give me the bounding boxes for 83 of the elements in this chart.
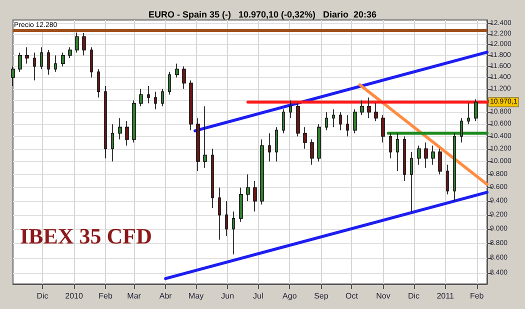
candlestick: [396, 132, 399, 172]
candlestick: [47, 50, 50, 76]
candlestick: [410, 152, 413, 212]
candlestick: [168, 72, 171, 95]
annotation: IBEX 35 CFD: [20, 224, 152, 248]
candlestick: [339, 112, 342, 131]
candlestick: [346, 114, 349, 137]
candlestick: [446, 164, 449, 195]
candlestick: [203, 106, 207, 168]
candlestick: [453, 132, 456, 202]
candlestick: [11, 66, 15, 86]
candlestick: [154, 91, 157, 110]
candlestick: [389, 132, 392, 159]
chart-title: EURO - Spain 35 (-) 10.970,10 (-0,32%) Diario 20:36: [148, 10, 377, 20]
candlestick: [275, 126, 278, 162]
x-tick-label: Sep: [314, 292, 329, 300]
candlestick: [139, 88, 143, 107]
candlestick: [161, 88, 164, 107]
candlestick: [182, 66, 186, 90]
candlestick: [431, 145, 435, 166]
candlestick: [268, 132, 271, 162]
candlestick: [325, 112, 328, 131]
candlestick: [460, 118, 463, 143]
x-tick-label: Jun: [221, 292, 234, 300]
x-tick-label: Dic: [36, 292, 48, 300]
candlestick: [353, 108, 357, 134]
candlestick: [260, 139, 264, 205]
x-tick-label: Oct: [345, 292, 359, 300]
candlestick: [296, 102, 300, 137]
x-tick-label: Nov: [376, 292, 390, 300]
candlestick: [40, 46, 43, 70]
candlestick: [132, 100, 136, 143]
candlestick: [125, 120, 129, 146]
x-tick-label: May: [188, 292, 204, 300]
candlestick: [474, 98, 478, 122]
candlestick: [111, 124, 114, 162]
candlestick: [82, 32, 86, 56]
candlestick: [75, 32, 79, 54]
candlestick: [118, 118, 122, 140]
candlestick: [68, 46, 72, 59]
candlestick: [18, 52, 22, 72]
x-tick-label: Feb: [98, 292, 113, 300]
candlestick: [381, 114, 385, 143]
candlestick: [218, 187, 221, 240]
candlestick: [211, 148, 214, 208]
candlestick: [25, 46, 29, 64]
candlestick: [97, 68, 100, 98]
candlestick: [196, 118, 200, 172]
x-tick-label: Abr: [159, 292, 172, 300]
candlestick: [253, 180, 257, 212]
x-tick-label: 2011: [436, 292, 454, 300]
candlestick: [246, 174, 250, 202]
x-tick-label: Ago: [282, 292, 298, 300]
candlestick: [332, 108, 335, 128]
candlestick: [289, 100, 292, 119]
candlestick: [282, 108, 285, 134]
x-tick-label: Feb: [470, 292, 484, 300]
candlestick: [317, 124, 321, 162]
candlestick: [147, 86, 150, 104]
candlestick: [360, 100, 364, 116]
candlestick: [54, 54, 57, 72]
x-tick-label: Mar: [127, 292, 142, 300]
candlestick: [33, 52, 36, 81]
candlestick: [374, 102, 378, 122]
candlestick: [310, 139, 314, 166]
candlestick: [90, 46, 93, 78]
candlestick: [303, 126, 307, 150]
candlestick: [61, 52, 65, 67]
x-tick-label: Dic: [408, 292, 420, 300]
candlestick: [104, 86, 107, 159]
candlestick: [403, 136, 406, 182]
candlestick: [175, 63, 179, 78]
candlestick: [189, 80, 193, 131]
candlestick: [367, 97, 371, 119]
candlestick: [232, 211, 235, 255]
candlestick: [225, 200, 228, 237]
x-tick-label: 2010: [65, 292, 84, 300]
candlestick: [424, 142, 428, 168]
candlestick: [438, 148, 442, 175]
x-tick-label: Jul: [253, 292, 264, 300]
candlestick: [417, 145, 421, 166]
candlestick: [467, 102, 470, 125]
candlestick: [239, 187, 243, 222]
